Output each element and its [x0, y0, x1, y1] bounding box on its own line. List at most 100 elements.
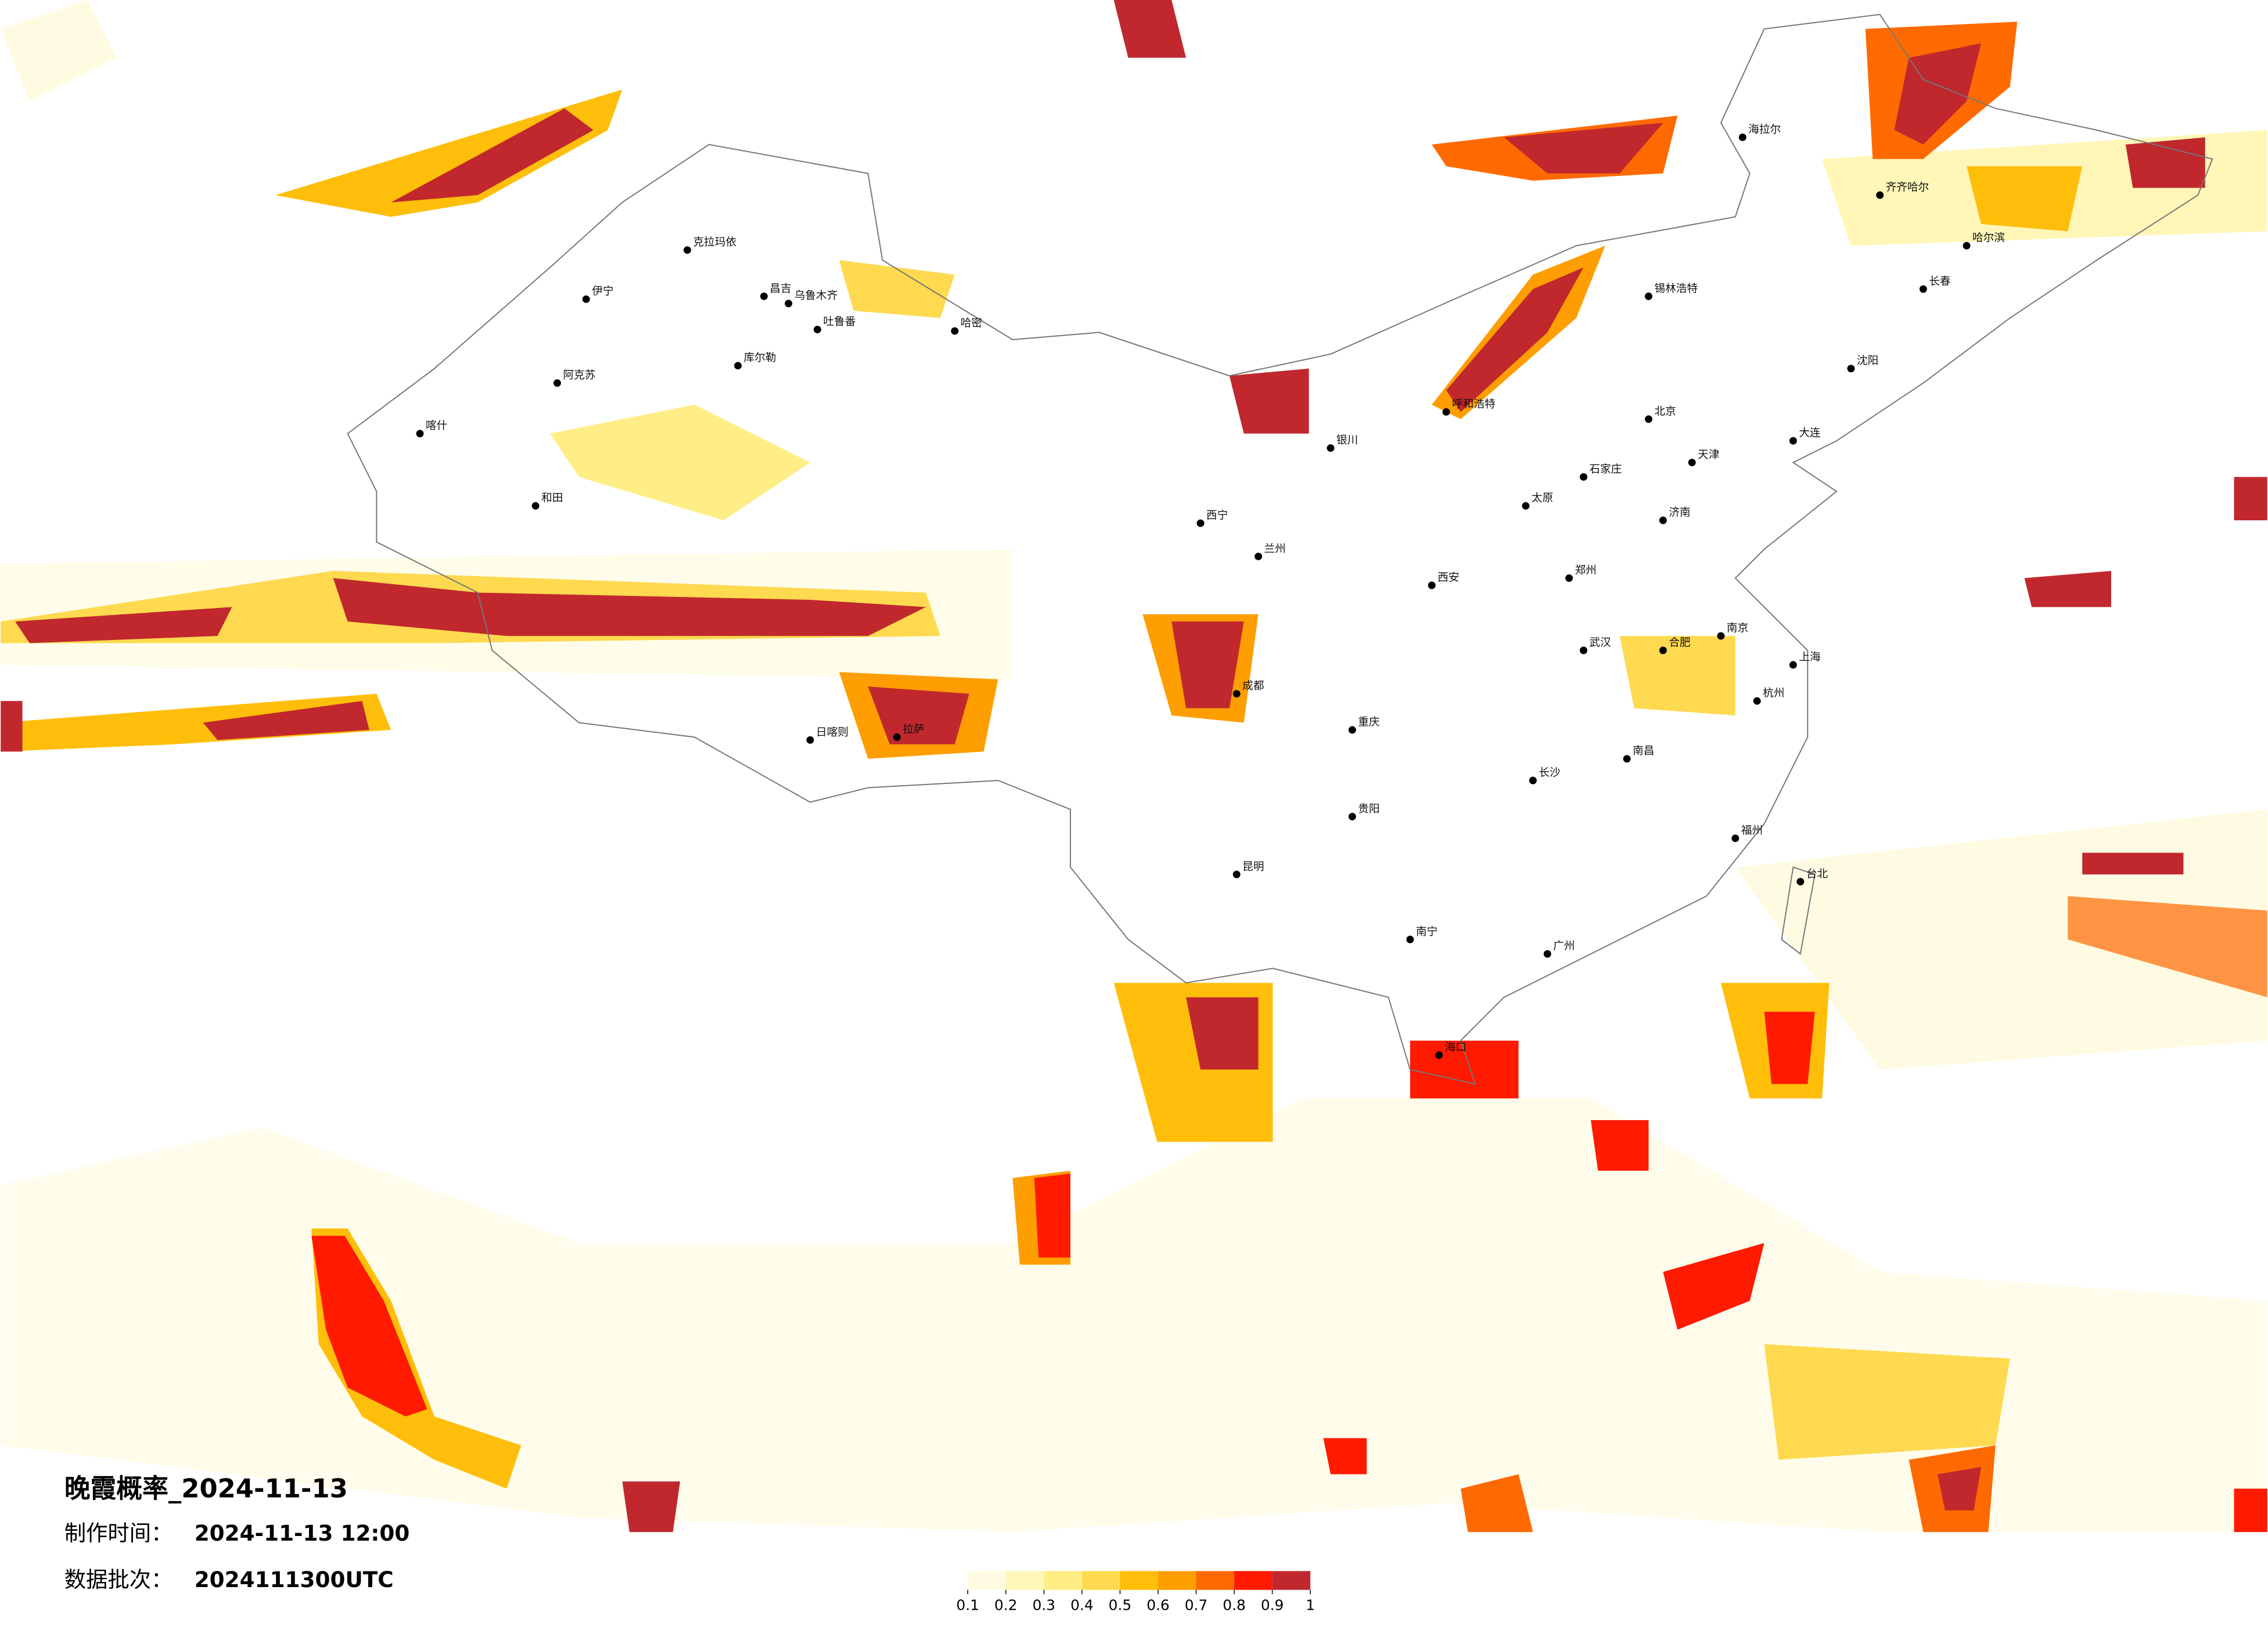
city-label: 呼和浩特	[1452, 398, 1496, 411]
city-label: 西宁	[1206, 510, 1228, 522]
city-label: 南宁	[1416, 926, 1437, 938]
city-dot	[1232, 870, 1241, 879]
colorbar-tick-label: 0.2	[994, 1597, 1018, 1614]
city-dot	[1659, 516, 1667, 524]
city-label: 锡林浩特	[1655, 283, 1698, 295]
city-dot	[1847, 365, 1855, 373]
info-panel: 晚霞概率_2024-11-13 制作时间： 2024-11-13 12:00 数…	[64, 1473, 410, 1592]
colorbar-tick-label: 0.3	[1033, 1597, 1056, 1614]
batch-label: 数据批次：	[64, 1567, 173, 1592]
colorbar-tick-label: 0.5	[1109, 1597, 1132, 1614]
colorbar-tick-label: 0.9	[1261, 1597, 1284, 1614]
city-dot	[1717, 632, 1725, 640]
city-dot	[1196, 519, 1205, 527]
city-dot	[813, 325, 821, 333]
city-label: 和田	[541, 492, 563, 505]
city-label: 沈阳	[1857, 355, 1878, 367]
colorbar-swatch	[1272, 1571, 1311, 1590]
city-label: 天津	[1698, 449, 1719, 461]
colorbar-swatch	[1044, 1571, 1082, 1590]
colorbar-swatch	[1005, 1571, 1044, 1590]
colorbar-swatch	[1081, 1571, 1120, 1590]
colorbar-swatch	[1196, 1571, 1235, 1590]
probability-field	[1, 0, 2267, 1533]
colorbar-tick-label: 0.7	[1185, 1597, 1208, 1614]
city-label: 海拉尔	[1748, 124, 1781, 136]
city-dot	[1580, 646, 1588, 654]
colorbar-tick-label: 0.4	[1070, 1597, 1094, 1614]
city-label: 石家庄	[1590, 463, 1622, 476]
city-label: 拉萨	[903, 724, 924, 736]
city-label: 郑州	[1575, 564, 1597, 577]
city-dot	[1738, 133, 1746, 141]
colorbar-tick-label: 0.6	[1146, 1597, 1170, 1614]
city-dot	[1529, 776, 1537, 785]
city-dot	[1963, 242, 1971, 250]
city-label: 南昌	[1633, 745, 1654, 757]
city-dot	[1789, 661, 1797, 669]
city-label: 福州	[1741, 825, 1763, 837]
city-label: 海口	[1445, 1041, 1467, 1053]
china-outline	[347, 13, 2213, 1085]
city-label: 长春	[1929, 275, 1951, 287]
city-label: 上海	[1799, 651, 1820, 663]
title: 晚霞概率_2024-11-13	[64, 1473, 348, 1503]
city-dot	[1659, 646, 1667, 654]
city-dot	[1348, 812, 1356, 821]
city-label: 齐齐哈尔	[1886, 182, 1929, 194]
city-label: 伊宁	[592, 286, 613, 298]
city-label: 长沙	[1539, 767, 1560, 779]
city-label: 重庆	[1358, 716, 1379, 728]
city-label: 大连	[1799, 427, 1821, 440]
city-label: 南京	[1727, 623, 1748, 635]
colorbar-swatch	[968, 1571, 1006, 1590]
city-dot	[785, 300, 793, 308]
city-dot	[1876, 191, 1884, 199]
city-dot	[1442, 408, 1450, 416]
colorbar: 0.1 0.2 0.3 0.4 0.5 0.6 0.7 0.8 0.9 1	[956, 1571, 1315, 1614]
city-dot	[1543, 950, 1551, 958]
city-dot	[1731, 834, 1739, 843]
city-dot	[1688, 458, 1696, 466]
taiwan-outline	[1781, 866, 1816, 955]
colorbar-tick-label: 1	[1306, 1597, 1315, 1614]
city-label: 合肥	[1669, 637, 1690, 649]
city-dot	[893, 733, 901, 741]
city-label: 喀什	[426, 420, 447, 432]
city-dot	[531, 502, 540, 510]
production-time: 2024-11-13 12:00	[195, 1520, 410, 1546]
city-label: 杭州	[1763, 688, 1784, 700]
city-dot	[1645, 292, 1653, 300]
city-label: 成都	[1242, 680, 1264, 692]
city-label: 乌鲁木齐	[795, 290, 838, 302]
colorbar-swatch	[1120, 1571, 1158, 1590]
city-label: 克拉玛依	[693, 236, 736, 249]
city-dot	[1565, 574, 1573, 582]
colorbar-tick-label: 0.1	[956, 1597, 979, 1614]
city-dot	[1406, 936, 1414, 944]
city-label: 济南	[1669, 507, 1690, 519]
city-label: 阿克苏	[563, 369, 595, 382]
city-dot	[1232, 690, 1241, 698]
city-dot	[734, 362, 742, 370]
city-label: 广州	[1553, 940, 1575, 952]
city-label: 吐鲁番	[823, 316, 856, 328]
city-label: 西安	[1437, 572, 1459, 584]
city-dot	[1522, 502, 1530, 510]
city-label: 台北	[1806, 868, 1828, 880]
city-dot	[1623, 755, 1631, 763]
city-dot	[806, 736, 814, 744]
city-label: 昌吉	[770, 283, 791, 295]
city-dot	[760, 292, 768, 300]
city-dot	[1919, 285, 1927, 293]
colorbar-swatch	[1234, 1571, 1273, 1590]
colorbar-tick-label: 0.8	[1223, 1597, 1246, 1614]
city-dot	[582, 295, 590, 303]
production-time-label: 制作时间：	[64, 1520, 173, 1546]
city-label: 太原	[1532, 492, 1553, 505]
city-label: 日喀则	[816, 726, 849, 739]
city-dot	[1435, 1051, 1443, 1059]
